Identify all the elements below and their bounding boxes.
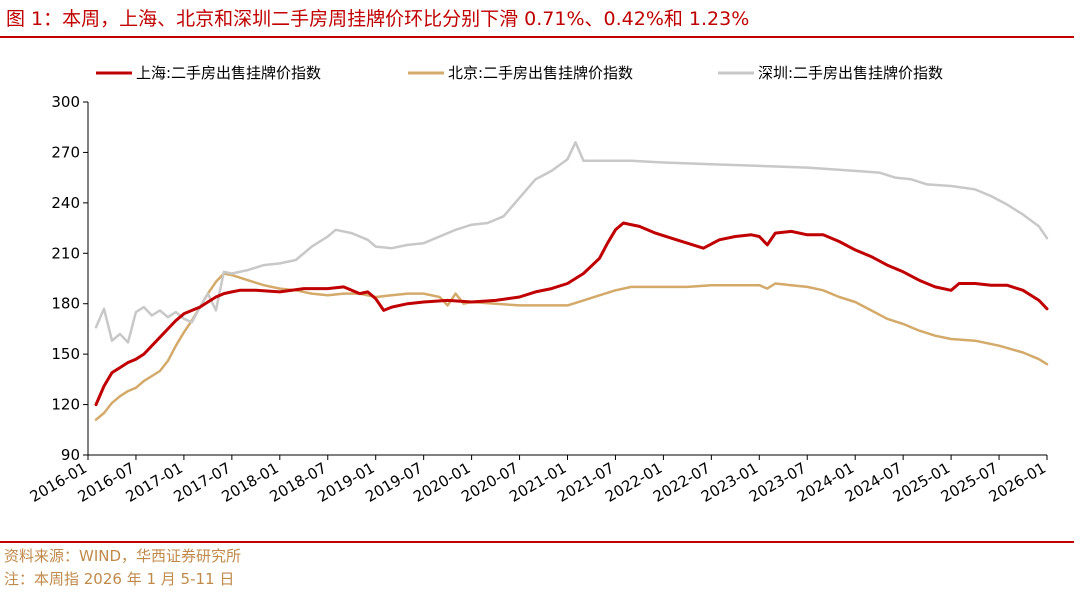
series-line-1	[94, 272, 1049, 421]
figure-title: 图 1：本周，上海、北京和深圳二手房周挂牌价环比分别下滑 0.71%、0.42%…	[6, 8, 750, 30]
y-tick-label: 120	[51, 396, 80, 414]
series-line-0	[94, 221, 1049, 407]
y-tick-label: 240	[51, 194, 80, 212]
axes: 901201501802102402703002016-012016-07201…	[27, 93, 1049, 506]
source-note: 资料来源：WIND，华西证券研究所	[4, 547, 242, 565]
y-tick-label: 90	[61, 446, 80, 464]
y-tick-label: 180	[51, 295, 80, 313]
y-tick-label: 270	[51, 143, 80, 161]
legend-label-0: 上海:二手房出售挂牌价指数	[136, 64, 321, 82]
series-line-2	[94, 141, 1049, 344]
y-tick-label: 210	[51, 244, 80, 262]
legend-label-1: 北京:二手房出售挂牌价指数	[448, 64, 633, 82]
y-tick-label: 150	[51, 345, 80, 363]
legend-label-2: 深圳:二手房出售挂牌价指数	[758, 64, 943, 82]
series-group	[94, 141, 1049, 421]
date-note: 注：本周指 2026 年 1 月 5-11 日	[4, 570, 235, 588]
line-chart: 上海:二手房出售挂牌价指数 北京:二手房出售挂牌价指数 深圳:二手房出售挂牌价指数 …	[27, 64, 1049, 506]
legend: 上海:二手房出售挂牌价指数 北京:二手房出售挂牌价指数 深圳:二手房出售挂牌价指数	[96, 64, 943, 82]
footer-divider	[0, 541, 1074, 543]
y-tick-label: 300	[51, 93, 80, 111]
title-divider	[0, 36, 1074, 38]
